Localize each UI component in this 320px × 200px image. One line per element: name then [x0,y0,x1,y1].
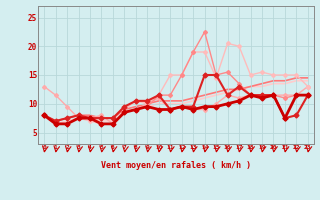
X-axis label: Vent moyen/en rafales ( km/h ): Vent moyen/en rafales ( km/h ) [101,161,251,170]
